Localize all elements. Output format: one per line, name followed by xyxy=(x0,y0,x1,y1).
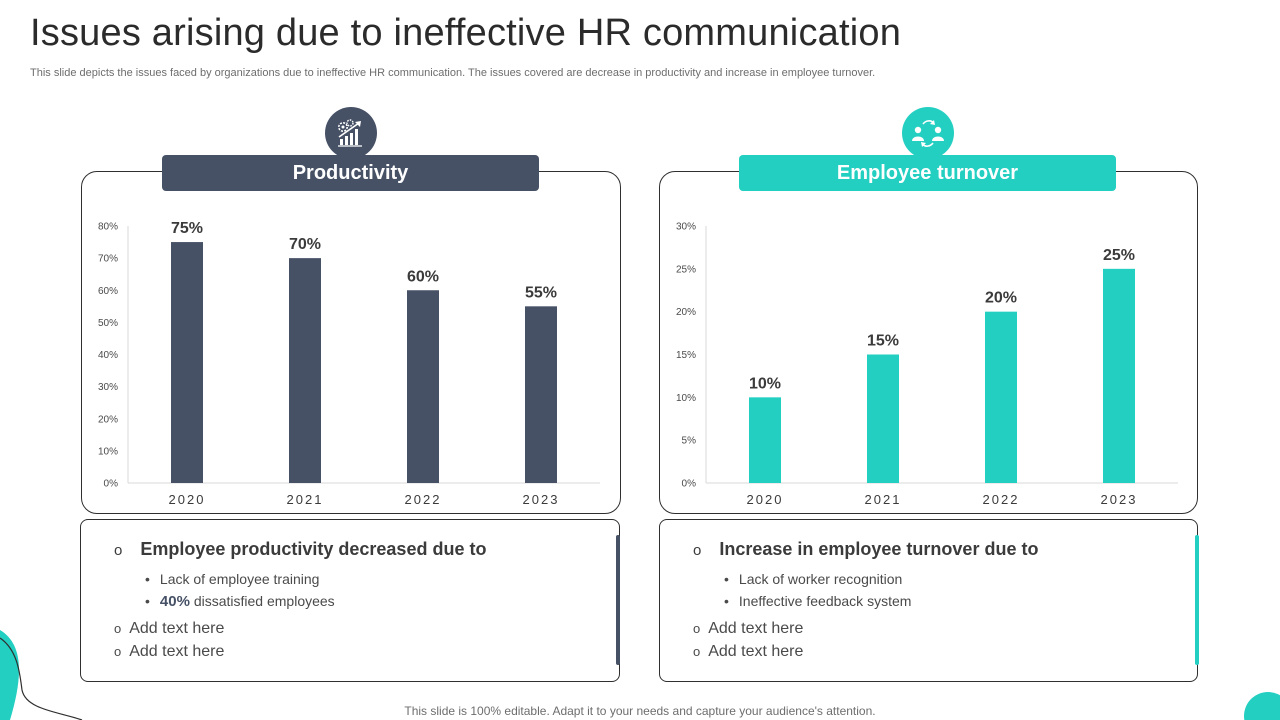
bullet-dot-icon: • xyxy=(724,593,729,609)
turnover-x-tick-label: 2021 xyxy=(865,492,902,507)
productivity-notes-heading: o Employee productivity decreased due to xyxy=(114,539,487,559)
circle-bullet-icon: o xyxy=(114,644,122,659)
turnover-accent-bar xyxy=(1195,535,1199,665)
turnover-data-label: 10% xyxy=(749,375,781,392)
productivity-x-tick-label: 2021 xyxy=(287,492,324,507)
productivity-data-label: 60% xyxy=(407,268,439,285)
turnover-bar-2021 xyxy=(867,354,899,483)
circle-bullet-icon: o xyxy=(114,542,123,559)
page-title: Issues arising due to ineffective HR com… xyxy=(30,12,902,54)
bullet-dot-icon: • xyxy=(145,571,150,587)
productivity-bar-2021 xyxy=(289,258,321,483)
productivity-y-tick-label: 80% xyxy=(98,222,118,233)
turnover-notes-box xyxy=(659,519,1198,682)
turnover-y-tick-label: 0% xyxy=(682,479,697,490)
productivity-y-tick-label: 30% xyxy=(98,382,118,393)
productivity-data-label: 75% xyxy=(171,220,203,237)
footer-note: This slide is 100% editable. Adapt it to… xyxy=(404,704,876,718)
turnover-header: Employee turnover xyxy=(739,155,1116,191)
turnover-y-tick-label: 5% xyxy=(682,436,697,447)
turnover-y-tick-label: 20% xyxy=(676,307,696,318)
circle-bullet-icon: o xyxy=(693,621,701,636)
turnover-bar-2020 xyxy=(749,397,781,483)
bullet-dot-icon: • xyxy=(724,571,729,587)
page-subtitle: This slide depicts the issues faced by o… xyxy=(30,67,876,79)
turnover-y-tick-label: 15% xyxy=(676,350,696,361)
turnover-add-text-1[interactable]: o Add text here xyxy=(693,620,804,637)
productivity-add-text-2[interactable]: o Add text here xyxy=(114,643,225,660)
turnover-bullet-1: • Lack of worker recognition xyxy=(724,571,903,587)
productivity-bullet-1: • Lack of employee training xyxy=(145,571,320,587)
productivity-bullet-2: • 40% dissatisfied employees xyxy=(145,593,335,610)
turnover-x-tick-label: 2022 xyxy=(983,492,1020,507)
turnover-x-tick-label: 2020 xyxy=(747,492,784,507)
productivity-y-tick-label: 10% xyxy=(98,446,118,457)
productivity-y-tick-label: 60% xyxy=(98,286,118,297)
turnover-y-tick-label: 30% xyxy=(676,222,696,233)
productivity-data-label: 70% xyxy=(289,236,321,253)
productivity-y-tick-label: 70% xyxy=(98,254,118,265)
productivity-bar-2022 xyxy=(407,290,439,483)
turnover-y-tick-label: 10% xyxy=(676,393,696,404)
bullet-emphasis: 40% xyxy=(159,593,190,610)
productivity-y-tick-label: 40% xyxy=(98,350,118,361)
productivity-bar-2020 xyxy=(171,242,203,483)
productivity-y-tick-label: 50% xyxy=(98,318,118,329)
circle-bullet-icon: o xyxy=(693,542,702,559)
turnover-bar-chart: 0% 5% 10% 15% 20% 25% 30% 10% 2020 15% 2021 20% 2022… xyxy=(676,222,1178,507)
circle-bullet-icon: o xyxy=(114,621,122,636)
turnover-bullet-2: • Ineffective feedback system xyxy=(724,593,912,609)
turnover-bar-2022 xyxy=(985,311,1017,483)
productivity-data-label: 55% xyxy=(525,284,557,301)
productivity-accent-bar xyxy=(616,535,620,665)
turnover-data-label: 20% xyxy=(985,290,1017,307)
turnover-notes-heading: o Increase in employee turnover due to xyxy=(693,539,1039,559)
circle-bullet-icon: o xyxy=(693,644,701,659)
productivity-bar-chart: 0% 10% 20% 30% 40% 50% 60% 70% 80% 75% 2020 70% 2021… xyxy=(98,220,600,507)
productivity-x-tick-label: 2022 xyxy=(405,492,442,507)
turnover-data-label: 25% xyxy=(1103,247,1135,264)
productivity-header: Productivity xyxy=(162,155,539,191)
productivity-bar-2023 xyxy=(525,306,557,483)
turnover-bar-2023 xyxy=(1103,268,1135,483)
productivity-x-tick-label: 2023 xyxy=(523,492,560,507)
turnover-x-tick-label: 2023 xyxy=(1101,492,1138,507)
productivity-x-tick-label: 2020 xyxy=(169,492,206,507)
people-exchange-icon xyxy=(902,107,954,159)
productivity-add-text-1[interactable]: o Add text here xyxy=(114,620,225,637)
growth-chart-gear-icon xyxy=(325,107,377,159)
bullet-dot-icon: • xyxy=(145,593,150,609)
productivity-y-tick-label: 0% xyxy=(104,479,119,490)
productivity-y-tick-label: 20% xyxy=(98,414,118,425)
decorative-wave-bottom-left xyxy=(0,630,83,720)
productivity-notes-box xyxy=(80,519,620,682)
turnover-add-text-2[interactable]: o Add text here xyxy=(693,643,804,660)
decorative-circle-bottom-right xyxy=(1244,692,1280,720)
turnover-data-label: 15% xyxy=(867,333,899,350)
turnover-y-tick-label: 25% xyxy=(676,264,696,275)
